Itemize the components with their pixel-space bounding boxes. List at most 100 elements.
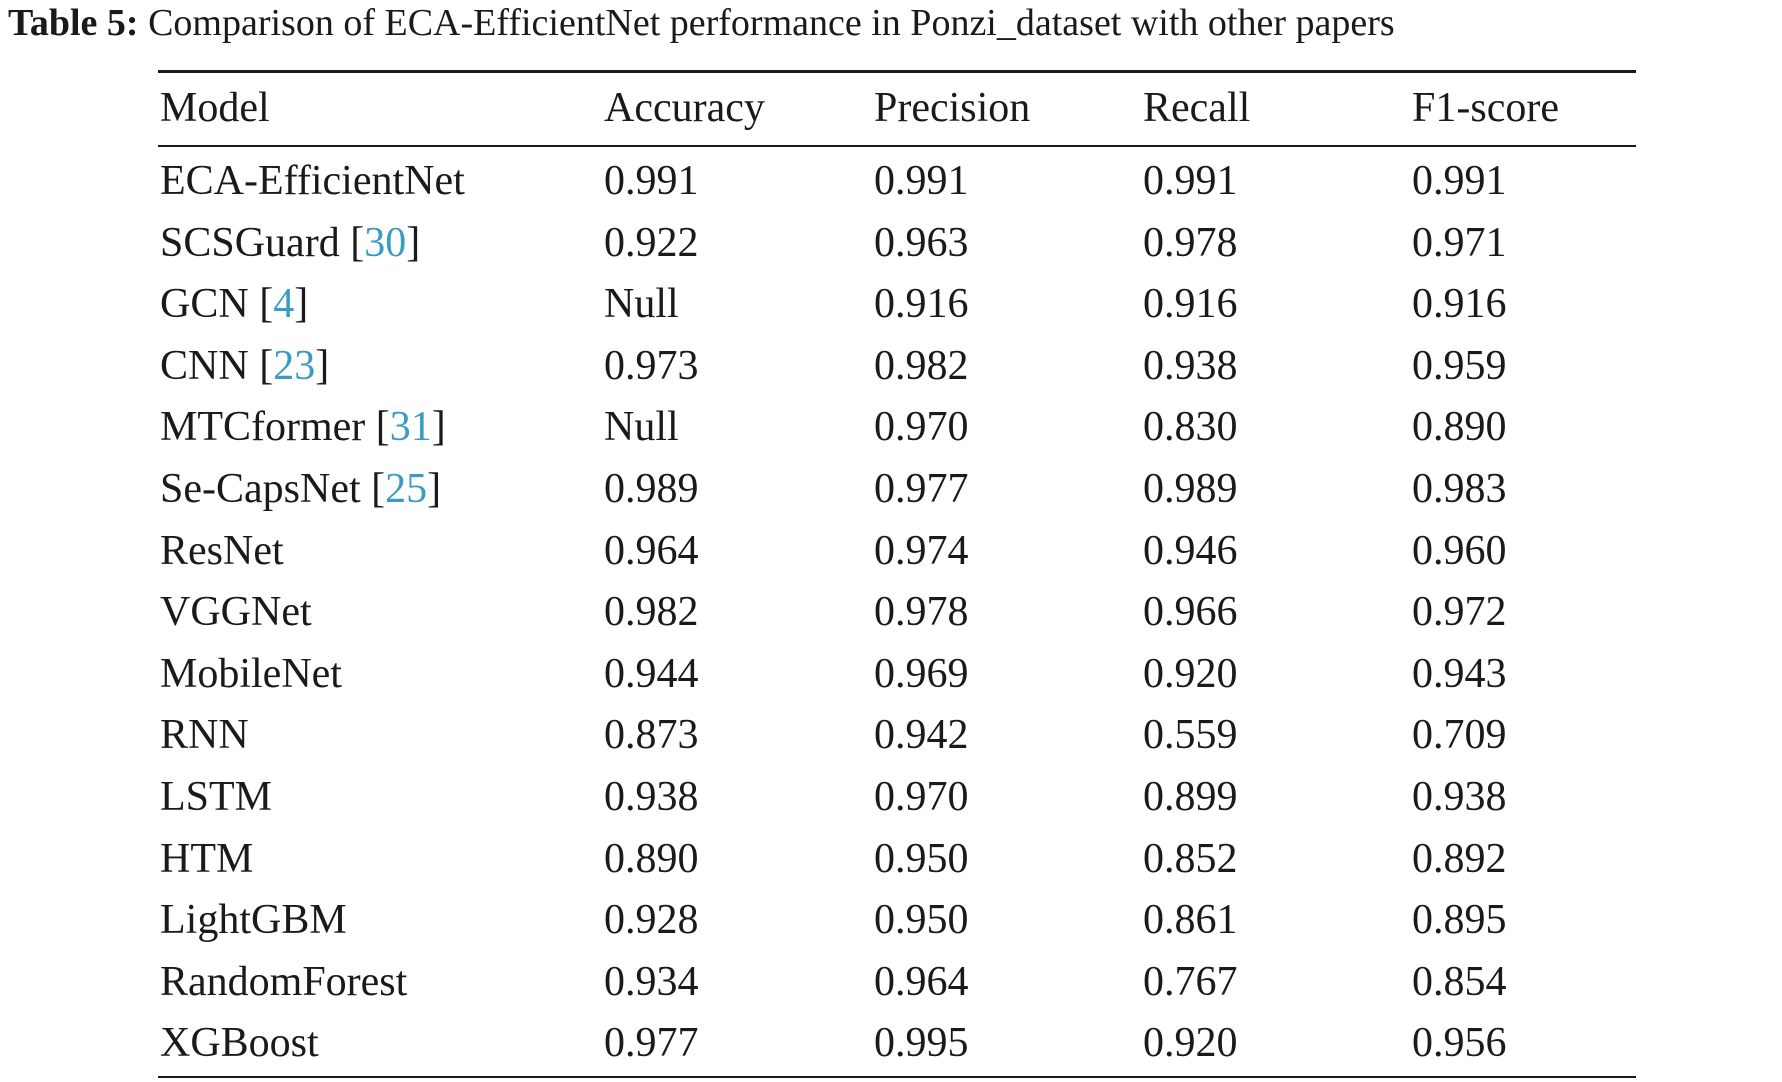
cell-f1-score: 0.960 [1412,527,1507,574]
cell-precision: 0.974 [874,527,969,574]
model-name: LightGBM [160,897,347,944]
citation-link[interactable]: 31 [389,404,432,451]
cell-model: GCN [4] [160,274,308,335]
cell-f1-score: 0.895 [1412,897,1507,944]
citation-link[interactable]: 4 [273,281,295,328]
citation-bracket-close: ] [431,404,446,451]
cell-precision: 0.942 [874,712,969,759]
cell-precision: 0.969 [874,650,969,697]
model-name: HTM [160,835,254,882]
header-recall: Recall [1143,85,1251,131]
table-caption-text: Comparison of ECA-EfficientNet performan… [148,2,1395,44]
cell-f1-score: 0.938 [1412,774,1507,820]
header-model: Model [160,85,270,131]
table-row: RandomForest 0.934 0.964 0.767 0.854 [158,952,1636,1013]
citation-link[interactable]: 30 [364,219,407,266]
citation-bracket-close: ] [315,342,330,389]
citation-link[interactable]: 23 [273,342,316,389]
cell-accuracy: 0.964 [604,527,699,574]
cell-accuracy: 0.890 [604,835,699,882]
header-precision: Precision [874,85,1031,131]
cell-accuracy: 0.977 [604,1020,699,1067]
table-top-rule [158,70,1636,73]
cell-model: HTM [160,829,253,890]
cell-f1-score: 0.943 [1412,650,1507,697]
cell-recall: 0.978 [1143,219,1238,266]
citation-link[interactable]: 25 [385,466,428,512]
citation-bracket-open: [ [365,404,390,451]
cell-precision: 0.963 [874,219,969,266]
cell-recall: 0.991 [1143,158,1238,204]
cell-model: RandomForest [160,952,407,1013]
cell-recall: 0.767 [1143,958,1238,1005]
model-name: ECA-EfficientNet [160,158,465,204]
table-row: VGGNet 0.982 0.978 0.966 0.972 [158,582,1636,643]
cell-recall: 0.946 [1143,527,1238,574]
cell-recall: 0.989 [1143,466,1238,512]
cell-f1-score: 0.971 [1412,219,1507,266]
cell-f1-score: 0.892 [1412,835,1507,882]
cell-f1-score: 0.972 [1412,589,1507,636]
cell-recall: 0.938 [1143,342,1238,389]
table-row: CNN [23] 0.973 0.982 0.938 0.959 [158,336,1636,397]
cell-precision: 0.964 [874,958,969,1005]
cell-accuracy: 0.934 [604,958,699,1005]
cell-f1-score: 0.854 [1412,958,1507,1005]
table-header-rule [158,145,1636,147]
cell-precision: 0.970 [874,774,969,820]
cell-f1-score: 0.956 [1412,1020,1507,1067]
cell-model: RNN [160,705,249,766]
cell-accuracy: 0.928 [604,897,699,944]
cell-model: ECA-EfficientNet [160,151,465,212]
cell-recall: 0.920 [1143,650,1238,697]
cell-accuracy: 0.938 [604,774,699,820]
cell-accuracy: 0.991 [604,158,699,204]
cell-f1-score: 0.916 [1412,281,1507,328]
cell-recall: 0.559 [1143,712,1238,759]
citation-bracket-close: ] [427,466,442,512]
citation-bracket-open: [ [360,466,386,512]
table-header-row: Model Accuracy Precision Recall F1-score [158,78,1636,139]
cell-model: Se-CapsNet [25] [160,459,441,520]
cell-f1-score: 0.991 [1412,158,1507,204]
cell-model: XGBoost [160,1013,319,1074]
table-row: XGBoost 0.977 0.995 0.920 0.956 [158,1013,1636,1074]
table-row: ECA-EfficientNet 0.991 0.991 0.991 0.991 [158,151,1636,212]
cell-accuracy: Null [604,281,679,328]
citation-bracket-open: [ [339,219,365,266]
cell-recall: 0.852 [1143,835,1238,882]
cell-recall: 0.966 [1143,589,1238,636]
cell-accuracy: 0.989 [604,466,699,512]
model-name: Se-CapsNet [160,466,361,512]
table-row: HTM 0.890 0.950 0.852 0.892 [158,829,1636,890]
citation-bracket-open: [ [248,342,274,389]
cell-model: ResNet [160,521,284,582]
cell-precision: 0.982 [874,342,969,389]
cell-precision: 0.995 [874,1020,969,1067]
header-f1-score: F1-score [1412,85,1559,131]
cell-recall: 0.861 [1143,897,1238,944]
table-bottom-rule [158,1076,1636,1078]
model-name: ResNet [160,527,284,574]
cell-accuracy: 0.873 [604,712,699,759]
model-name: XGBoost [160,1020,319,1067]
cell-f1-score: 0.959 [1412,342,1507,389]
cell-accuracy: 0.922 [604,219,699,266]
cell-f1-score: 0.983 [1412,466,1507,512]
cell-recall: 0.916 [1143,281,1238,328]
table-caption: Table 5: Comparison of ECA-EfficientNet … [8,0,1782,46]
model-name: LSTM [160,774,273,820]
table-caption-label: Table 5: [8,2,139,44]
cell-model: VGGNet [160,582,312,643]
table-row: ResNet 0.964 0.974 0.946 0.960 [158,521,1636,582]
cell-accuracy: Null [604,404,679,451]
table-row: Se-CapsNet [25] 0.989 0.977 0.989 0.983 [158,459,1636,520]
cell-model: CNN [23] [160,336,329,397]
cell-precision: 0.970 [874,404,969,451]
cell-recall: 0.899 [1143,774,1238,820]
table-row: MobileNet 0.944 0.969 0.920 0.943 [158,644,1636,705]
cell-f1-score: 0.890 [1412,404,1507,451]
model-name: RandomForest [160,958,408,1005]
model-name: MTCformer [160,404,366,451]
model-name: VGGNet [160,589,312,636]
